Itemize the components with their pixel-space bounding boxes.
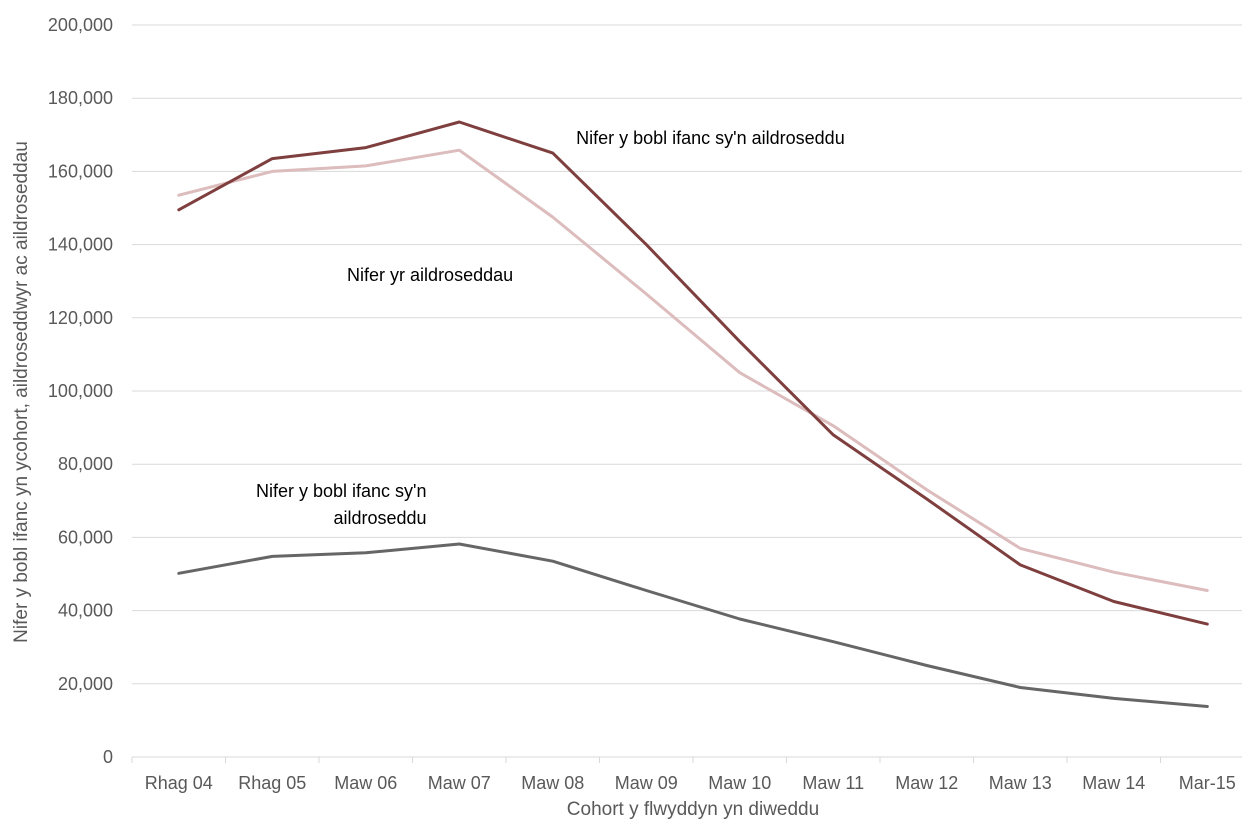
y-axis-title: Nifer y bobl ifanc yn ycohort, aildrosed… [11,141,32,643]
series-lines [177,120,1209,708]
x-tick-label: Maw 06 [334,773,397,793]
gridlines [132,24,1242,685]
y-tick-label: 80,000 [58,454,113,474]
x-tick-label: Mar-15 [1179,773,1236,793]
x-tick-label: Maw 08 [521,773,584,793]
x-axis-title: Cohort y flwyddyn yn diweddu [567,799,819,819]
y-tick-label: 120,000 [48,308,113,328]
x-tick-label: Maw 07 [428,773,491,793]
annotation-label: Nifer y bobl ifanc sy'n [256,481,427,501]
x-axis: Rhag 04 Rhag 05 Maw 06 Maw 07 Maw 08 Maw 09 Ma… [131,756,1242,793]
y-tick-label: 0 [103,747,113,767]
annotation-label: aildroseddu [333,508,426,528]
y-tick-label: 160,000 [48,161,113,181]
x-tick-label: Maw 13 [989,773,1052,793]
x-tick-label: Maw 14 [1082,773,1145,793]
x-tick-label: Rhag 04 [145,773,213,793]
annotation-label: Nifer yr aildroseddau [347,265,513,285]
series-line-2 [177,148,1209,592]
x-tick-label: Rhag 05 [238,773,306,793]
x-tick-label: Maw 09 [615,773,678,793]
series-line-1 [177,120,1209,626]
series-line-3 [177,542,1209,708]
y-tick-label: 200,000 [48,15,113,35]
y-tick-label: 60,000 [58,527,113,547]
y-tick-label: 180,000 [48,88,113,108]
y-axis-ticks: 0 20,000 40,000 60,000 80,000 100,000 120,000 1… [48,15,113,767]
y-tick-label: 100,000 [48,381,113,401]
y-tick-label: 40,000 [58,601,113,621]
y-tick-label: 140,000 [48,235,113,255]
x-tick-label: Maw 12 [895,773,958,793]
x-tick-label: Maw 10 [708,773,771,793]
annotations: Nifer y bobl ifanc sy'n aildroseddu Nifer… [256,128,845,528]
annotation-label: Nifer y bobl ifanc sy'n aildroseddu [576,128,845,148]
y-tick-label: 20,000 [58,674,113,694]
x-tick-label: Maw 11 [802,773,864,793]
